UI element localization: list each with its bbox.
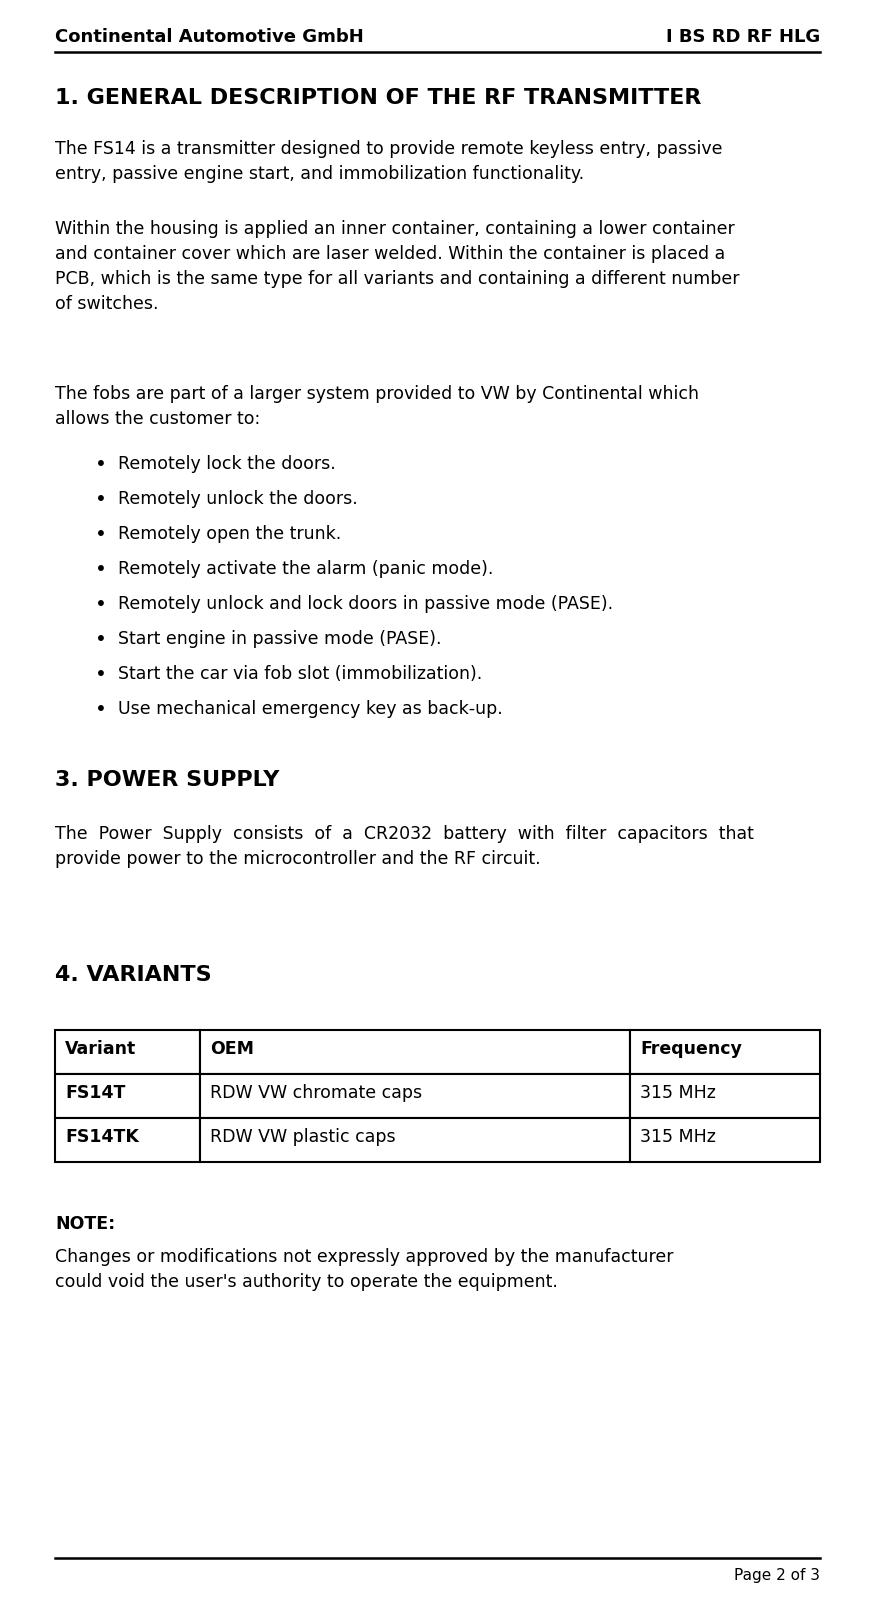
Text: Variant: Variant (65, 1040, 136, 1058)
Text: The FS14 is a transmitter designed to provide remote keyless entry, passive
entr: The FS14 is a transmitter designed to pr… (55, 141, 723, 182)
Text: Changes or modifications not expressly approved by the manufacturer
could void t: Changes or modifications not expressly a… (55, 1248, 673, 1291)
Bar (630, 1118, 820, 1162)
Text: The  Power  Supply  consists  of  a  CR2032  battery  with  filter  capacitors  : The Power Supply consists of a CR2032 ba… (55, 826, 754, 867)
Bar (200, 1074, 630, 1118)
Text: Frequency: Frequency (640, 1040, 742, 1058)
Text: •: • (95, 490, 107, 509)
Text: 4. VARIANTS: 4. VARIANTS (55, 965, 211, 986)
Bar (200, 1118, 630, 1162)
Text: Remotely lock the doors.: Remotely lock the doors. (118, 454, 336, 474)
Text: FS14TK: FS14TK (65, 1128, 139, 1146)
Text: Remotely unlock the doors.: Remotely unlock the doors. (118, 490, 358, 509)
Bar (55, 1030, 200, 1074)
Text: 1. GENERAL DESCRIPTION OF THE RF TRANSMITTER: 1. GENERAL DESCRIPTION OF THE RF TRANSMI… (55, 88, 701, 109)
Text: Remotely activate the alarm (panic mode).: Remotely activate the alarm (panic mode)… (118, 560, 493, 578)
Text: Continental Automotive GmbH: Continental Automotive GmbH (55, 27, 364, 46)
Text: Remotely unlock and lock doors in passive mode (PASE).: Remotely unlock and lock doors in passiv… (118, 595, 613, 613)
Text: 3. POWER SUPPLY: 3. POWER SUPPLY (55, 770, 279, 790)
Text: RDW VW chromate caps: RDW VW chromate caps (210, 1085, 423, 1102)
Bar (630, 1074, 820, 1118)
Text: OEM: OEM (210, 1040, 254, 1058)
Bar (55, 1118, 200, 1162)
Text: •: • (95, 525, 107, 544)
Text: Start engine in passive mode (PASE).: Start engine in passive mode (PASE). (118, 630, 442, 648)
Text: Remotely open the trunk.: Remotely open the trunk. (118, 525, 341, 542)
Text: •: • (95, 630, 107, 650)
Text: •: • (95, 701, 107, 718)
Text: RDW VW plastic caps: RDW VW plastic caps (210, 1128, 395, 1146)
Text: •: • (95, 454, 107, 474)
Text: Use mechanical emergency key as back-up.: Use mechanical emergency key as back-up. (118, 701, 503, 718)
Text: Start the car via fob slot (immobilization).: Start the car via fob slot (immobilizati… (118, 666, 482, 683)
Text: •: • (95, 595, 107, 614)
Text: •: • (95, 560, 107, 579)
Bar (200, 1030, 630, 1074)
Bar (630, 1030, 820, 1074)
Text: •: • (95, 666, 107, 685)
Text: FS14T: FS14T (65, 1085, 126, 1102)
Text: 315 MHz: 315 MHz (640, 1085, 716, 1102)
Bar (55, 1074, 200, 1118)
Text: 315 MHz: 315 MHz (640, 1128, 716, 1146)
Text: NOTE:: NOTE: (55, 1214, 115, 1234)
Text: Page 2 of 3: Page 2 of 3 (734, 1568, 820, 1582)
Text: Within the housing is applied an inner container, containing a lower container
a: Within the housing is applied an inner c… (55, 219, 739, 314)
Text: I BS RD RF HLG: I BS RD RF HLG (666, 27, 820, 46)
Text: The fobs are part of a larger system provided to VW by Continental which
allows : The fobs are part of a larger system pro… (55, 386, 699, 427)
